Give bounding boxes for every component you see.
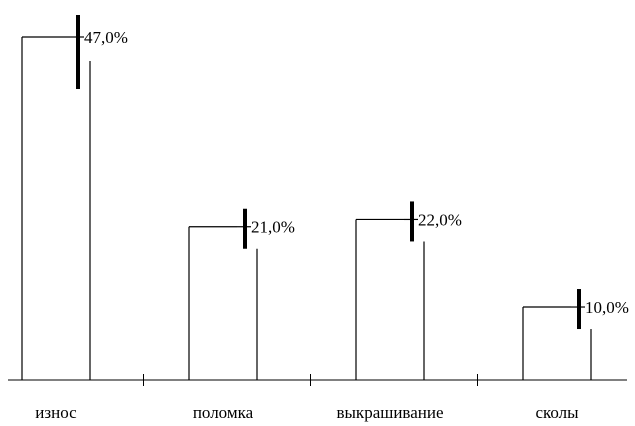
bar-value-label: 22,0% [418, 210, 462, 229]
category-label: износ [35, 403, 77, 422]
category-label: сколы [535, 403, 579, 422]
category-label: поломка [193, 403, 254, 422]
bar-value-label: 21,0% [251, 218, 295, 237]
category-label: выкрашивание [336, 403, 443, 422]
bar-value-label: 47,0% [84, 28, 128, 47]
bar-value-label: 10,0% [585, 298, 629, 317]
